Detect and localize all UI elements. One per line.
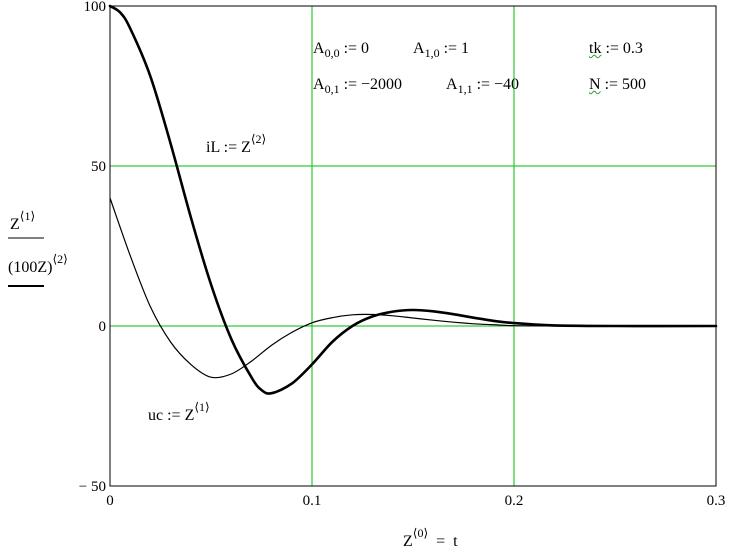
ylabel-bottom: (100Z)⟨2⟩ <box>8 252 68 276</box>
xlabel: Z⟨0⟩ = t <box>403 526 458 550</box>
def-a10: A1,0 := 1 <box>413 40 470 61</box>
grid-lines <box>110 6 716 486</box>
ylabel-top: Z⟨1⟩ <box>10 209 35 233</box>
x-tick-label-0: 0 <box>106 493 114 509</box>
annotation-uc: uc := Z⟨1⟩ <box>148 400 210 424</box>
series-lines <box>108 4 718 395</box>
y-tick-label-2: 50 <box>91 159 106 175</box>
y-tick-label-3: 100 <box>84 0 107 15</box>
def-tk: tk := 0.3 <box>589 40 643 57</box>
series-line-0 <box>109 197 717 379</box>
def-n: N := 500 <box>589 76 647 93</box>
x-tick-label-3: 0.3 <box>707 493 726 509</box>
y-tick-label-0: − 50 <box>79 479 106 495</box>
def-a01: A0,1 := −2000 <box>313 76 403 97</box>
def-a00: A0,0 := 0 <box>313 40 370 61</box>
annotation-il: iL := Z⟨2⟩ <box>206 132 266 156</box>
y-tick-label-1: 0 <box>99 319 107 335</box>
x-tick-label-1: 0.1 <box>303 493 322 509</box>
series-line-1 <box>108 4 718 395</box>
x-tick-label-2: 0.2 <box>505 493 524 509</box>
plot-frame <box>109 5 717 487</box>
def-a11: A1,1 := −40 <box>446 76 520 97</box>
